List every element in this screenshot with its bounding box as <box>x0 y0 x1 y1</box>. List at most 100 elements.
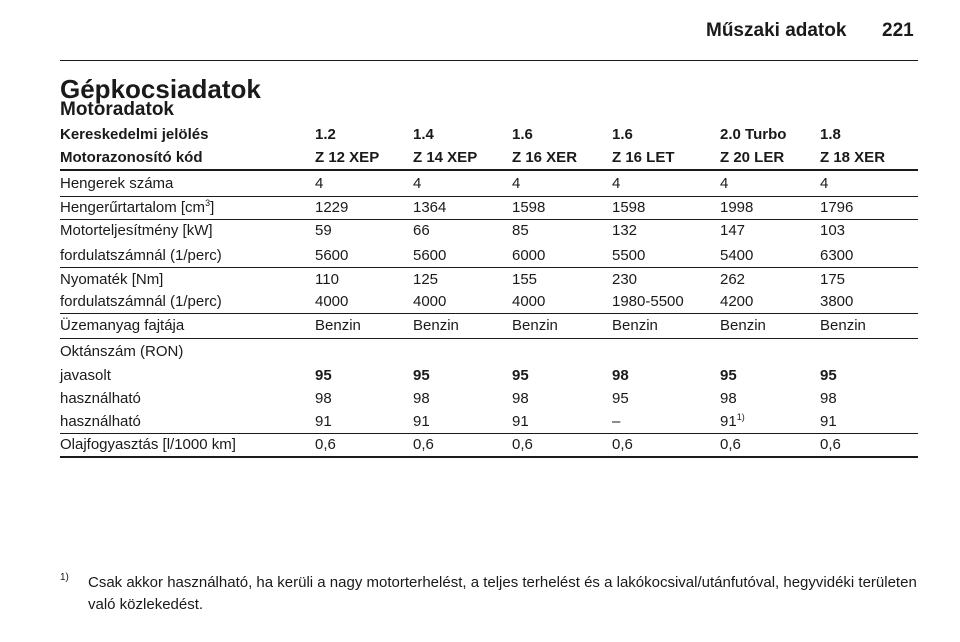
header-cell: Z 16 LET <box>612 149 675 166</box>
row-label: Hengerűrtartalom [cm3] <box>60 199 214 217</box>
value-cell: 147 <box>720 222 746 239</box>
value-cell: 0,6 <box>820 436 841 453</box>
row-rule <box>60 196 918 197</box>
value-cell: 91 <box>413 413 430 430</box>
row-label: Nyomaték [Nm] <box>60 271 164 288</box>
value-cell: 4 <box>315 175 324 192</box>
row-rule <box>60 267 918 268</box>
value-cell: 4 <box>820 175 829 192</box>
value-cell: 95 <box>315 367 332 384</box>
value-cell: 95 <box>512 367 529 384</box>
header-rule <box>60 169 918 171</box>
value-cell: 98 <box>512 390 529 407</box>
superscript: 3 <box>205 198 211 208</box>
value-cell: 1598 <box>512 199 546 216</box>
value-cell: 98 <box>820 390 837 407</box>
value-cell: 175 <box>820 271 846 288</box>
value-cell: 262 <box>720 271 746 288</box>
value-cell: 95 <box>413 367 430 384</box>
subsection-title: Motoradatok <box>60 99 174 120</box>
row-label: Hengerek száma <box>60 175 174 192</box>
footnote-text: Csak akkor használható, ha kerüli a nagy… <box>88 574 917 613</box>
cell-text: Hengerűrtartalom [cm <box>60 199 206 216</box>
value-cell: 85 <box>512 222 529 239</box>
value-cell: 1998 <box>720 199 754 216</box>
row-label: Üzemanyag fajtája <box>60 317 185 334</box>
value-cell: 125 <box>413 271 439 288</box>
value-cell: 4 <box>720 175 729 192</box>
value-cell: 0,6 <box>512 436 533 453</box>
value-cell: 110 <box>315 271 339 288</box>
value-cell: 91 <box>512 413 529 430</box>
row-rule <box>60 219 918 220</box>
value-cell: 4 <box>512 175 521 192</box>
header-cell: Z 12 XEP <box>315 149 380 166</box>
value-cell: 91 <box>315 413 332 430</box>
row-label: Oktánszám (RON) <box>60 343 184 360</box>
page-number: 221 <box>882 20 914 41</box>
header-cell: Z 16 XER <box>512 149 578 166</box>
row-label: fordulatszámnál (1/perc) <box>60 293 222 310</box>
header-cell: Kereskedelmi jelölés <box>60 126 209 143</box>
value-cell: 911) <box>720 413 745 431</box>
value-cell: 3800 <box>820 293 854 310</box>
value-cell: 1229 <box>315 199 349 216</box>
value-cell: – <box>612 413 621 430</box>
value-cell: Benzin <box>512 317 558 334</box>
header-cell: Z 18 XER <box>820 149 886 166</box>
row-rule <box>60 313 918 314</box>
cell-text: ] <box>210 199 215 216</box>
value-cell: 6300 <box>820 247 854 264</box>
superscript: 1) <box>736 412 745 422</box>
header-cell: 1.2 <box>315 126 336 143</box>
value-cell: 4 <box>413 175 422 192</box>
value-cell: Benzin <box>413 317 459 334</box>
value-cell: 155 <box>512 271 538 288</box>
value-cell: 95 <box>720 367 737 384</box>
value-cell: 0,6 <box>315 436 336 453</box>
row-rule <box>60 456 918 458</box>
value-cell: 4 <box>612 175 621 192</box>
header-cell: 1.8 <box>820 126 841 143</box>
cell-text: 91 <box>720 413 737 430</box>
value-cell: 95 <box>612 390 629 407</box>
row-label: használható <box>60 390 141 407</box>
value-cell: Benzin <box>612 317 658 334</box>
footnote-marker: 1) <box>60 572 69 583</box>
value-cell: 0,6 <box>413 436 434 453</box>
value-cell: 5400 <box>720 247 754 264</box>
value-cell: 98 <box>612 367 629 384</box>
header-cell: 1.6 <box>512 126 533 143</box>
value-cell: 0,6 <box>720 436 741 453</box>
value-cell: 1980-5500 <box>612 293 684 310</box>
row-rule <box>60 338 918 339</box>
row-rule <box>60 433 918 434</box>
value-cell: 5500 <box>612 247 646 264</box>
row-label: fordulatszámnál (1/perc) <box>60 247 222 264</box>
value-cell: 132 <box>612 222 638 239</box>
value-cell: 5600 <box>413 247 447 264</box>
row-label: használható <box>60 413 141 430</box>
header-cell: Z 20 LER <box>720 149 785 166</box>
header-cell: 1.6 <box>612 126 633 143</box>
value-cell: 4000 <box>315 293 349 310</box>
value-cell: 103 <box>820 222 846 239</box>
header-title: Műszaki adatok <box>706 20 847 41</box>
value-cell: 6000 <box>512 247 546 264</box>
value-cell: 98 <box>315 390 332 407</box>
value-cell: Benzin <box>820 317 866 334</box>
value-cell: 91 <box>820 413 837 430</box>
value-cell: 1364 <box>413 199 447 216</box>
header-cell: 1.4 <box>413 126 434 143</box>
header-rule <box>60 60 918 61</box>
row-label: Olajfogyasztás [l/1000 km] <box>60 436 236 453</box>
value-cell: 66 <box>413 222 430 239</box>
header-cell: Motorazonosító kód <box>60 149 203 166</box>
value-cell: Benzin <box>315 317 361 334</box>
value-cell: 59 <box>315 222 332 239</box>
header-cell: 2.0 Turbo <box>720 126 787 143</box>
section-title: Gépkocsiadatok <box>60 74 261 104</box>
value-cell: 98 <box>720 390 737 407</box>
value-cell: Benzin <box>720 317 766 334</box>
value-cell: 1598 <box>612 199 646 216</box>
